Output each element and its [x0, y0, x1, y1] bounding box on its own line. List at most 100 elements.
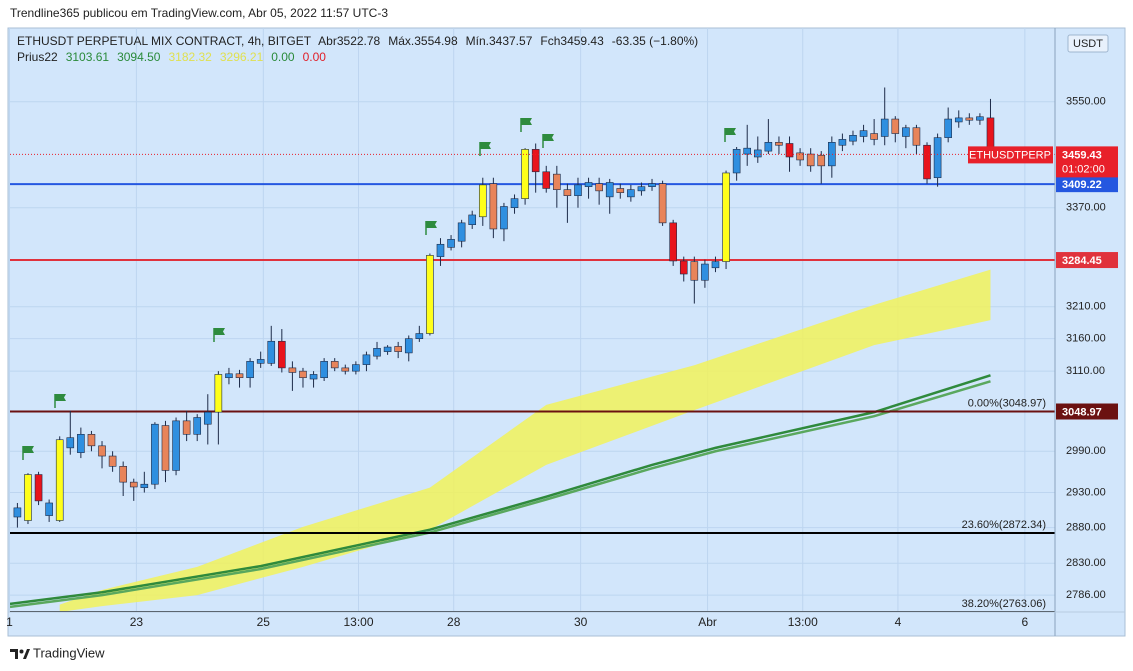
- candle-body: [447, 239, 455, 248]
- flag: [724, 128, 736, 142]
- header: Trendline365 publicou em TradingView.com…: [10, 6, 388, 20]
- legend-field: Abr: [318, 34, 337, 48]
- flag: [22, 446, 34, 460]
- indicator-line: [10, 374, 991, 606]
- level-tag: [1056, 252, 1118, 269]
- candle-body: [500, 206, 508, 230]
- indicator-line: [10, 380, 991, 609]
- candle-body: [838, 139, 847, 146]
- candle-body: [436, 243, 445, 257]
- x-tick-label: 30: [574, 615, 588, 629]
- candle-body: [98, 445, 106, 457]
- indicator-value: 0.00: [271, 50, 295, 64]
- candle-body: [679, 260, 688, 275]
- chart-background: [7, 27, 1126, 637]
- candle-body: [161, 425, 170, 471]
- level-tag-label: 3048.97: [1062, 406, 1102, 418]
- candle-body: [478, 184, 487, 218]
- candle-body: [859, 130, 868, 137]
- candle-body: [193, 417, 202, 435]
- candle-body: [394, 346, 402, 352]
- candle-body: [933, 137, 942, 179]
- indicator-value: 3182.32: [168, 50, 212, 64]
- candle-body: [34, 474, 43, 502]
- price-tag: [1056, 146, 1118, 178]
- candle-body: [55, 439, 64, 521]
- indicator-value: 3094.50: [117, 50, 161, 64]
- y-tick-label: 3210.00: [1066, 301, 1106, 313]
- candle-body: [648, 183, 656, 187]
- candle-body: [817, 154, 826, 167]
- x-tick-label: 13:00: [343, 615, 373, 629]
- indicator-value: 0.00: [303, 50, 327, 64]
- candle-body: [288, 367, 297, 373]
- legend-value: 3459.43: [560, 34, 604, 48]
- footer-brand: TradingView: [33, 645, 105, 660]
- candle-body: [669, 222, 677, 262]
- candle-body: [753, 149, 762, 158]
- candle-body: [531, 149, 540, 173]
- x-tick-label: 1: [6, 615, 13, 629]
- flags: [22, 118, 736, 460]
- legend-field: Fch: [540, 34, 560, 48]
- level-tag-label: 3409.22: [1062, 179, 1102, 191]
- currency-box: [1067, 34, 1109, 53]
- candle-body: [278, 340, 286, 369]
- candle-body: [457, 222, 466, 242]
- candle-body: [66, 437, 75, 449]
- candle-body: [235, 373, 244, 379]
- flag: [520, 118, 532, 132]
- candle-body: [701, 263, 709, 281]
- candle-body: [595, 183, 603, 192]
- legend-change: -63.35 (−1.80%): [612, 34, 698, 48]
- candle-body: [256, 359, 265, 364]
- candle-body: [605, 182, 614, 198]
- y-tick-label: 3370.00: [1066, 202, 1106, 214]
- candle-body: [510, 198, 519, 209]
- candle-body: [690, 261, 699, 281]
- candle-body: [923, 144, 931, 180]
- flag: [479, 142, 491, 156]
- indicator-value: 3296.21: [220, 50, 264, 64]
- x-tick-label: 13:00: [788, 615, 818, 629]
- flag: [542, 134, 554, 148]
- candle-body: [658, 183, 667, 224]
- candle-body: [891, 118, 900, 134]
- candle-body: [352, 364, 360, 372]
- x-tick-label: 4: [895, 615, 902, 629]
- candle-body: [172, 420, 180, 471]
- level-tag-label: 3284.45: [1062, 255, 1102, 267]
- legend-indicator: Prius22 3103.61 3094.50 3182.32 3296.21 0.00 0…: [17, 50, 326, 64]
- candle-body: [108, 455, 117, 467]
- logo: [10, 649, 30, 659]
- candle-body: [214, 374, 223, 413]
- candle-body: [711, 261, 720, 269]
- candle-body: [24, 474, 32, 521]
- legend-value: 3554.98: [414, 34, 458, 48]
- fib-label: 23.60%(2872.34): [962, 519, 1046, 531]
- legend-field: Máx.: [388, 34, 414, 48]
- candle-body: [330, 361, 339, 369]
- candle-body: [637, 186, 646, 192]
- candle-body: [13, 507, 22, 518]
- legend-field: Mín.: [466, 34, 489, 48]
- x-tick-label: 23: [130, 615, 144, 629]
- candle-body: [309, 374, 318, 380]
- candle-body: [732, 149, 741, 174]
- candle-body: [320, 361, 328, 379]
- candle-body: [203, 411, 212, 425]
- candle-body: [954, 117, 963, 123]
- y-tick-label: 2880.00: [1066, 521, 1106, 533]
- candle-body: [119, 465, 127, 483]
- candle-body: [976, 116, 984, 121]
- y-tick-label: 3110.00: [1066, 365, 1105, 377]
- candle-body: [806, 153, 815, 167]
- flag: [213, 328, 225, 342]
- candle-body: [77, 434, 85, 453]
- candle-body: [383, 346, 392, 352]
- candle-body: [722, 172, 730, 262]
- indicator-name: Prius22: [17, 50, 58, 64]
- candle-body: [45, 502, 53, 516]
- candle-body: [616, 188, 625, 193]
- candle-body: [489, 183, 498, 230]
